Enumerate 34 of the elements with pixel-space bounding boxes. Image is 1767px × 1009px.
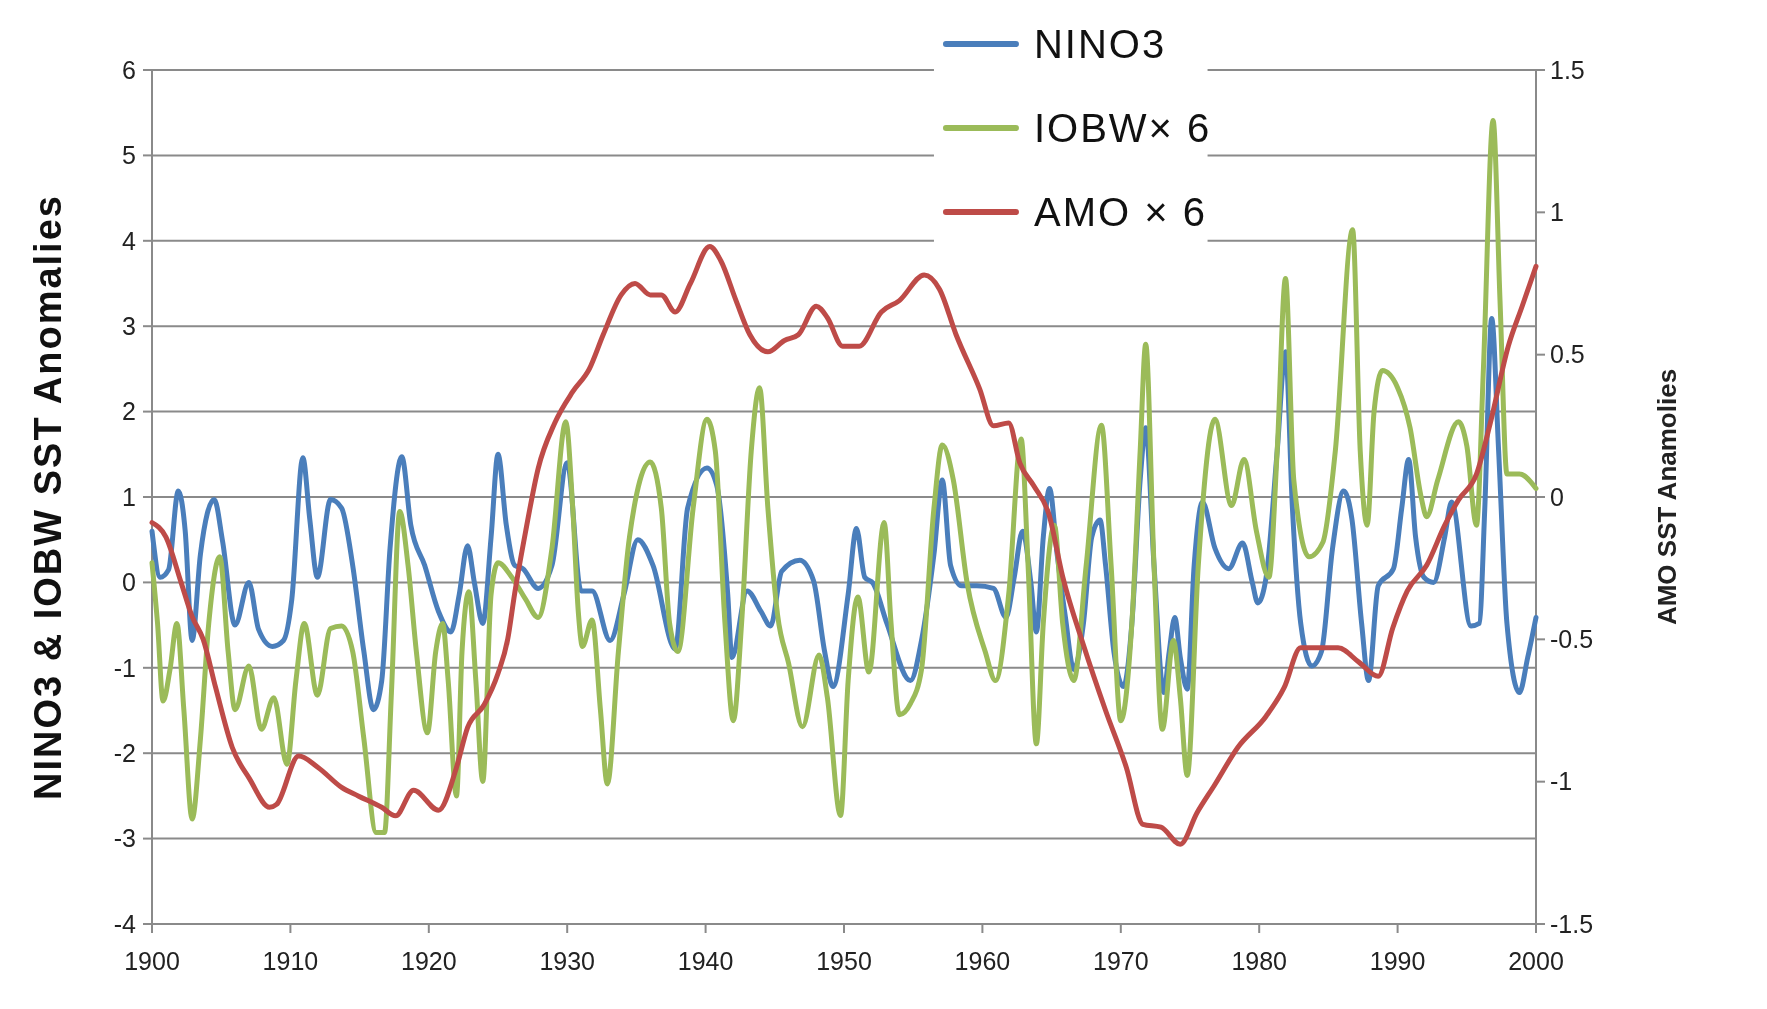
y2-tick-label: -0.5 <box>1550 625 1594 654</box>
y-tick-label: -1 <box>113 653 136 682</box>
y2-tick-label: 0 <box>1550 482 1564 511</box>
x-tick-label: 1920 <box>400 947 457 975</box>
x-tick-label: 1940 <box>677 947 734 975</box>
y2-tick-label: -1.5 <box>1550 909 1594 938</box>
x-tick-label: 1950 <box>816 947 872 975</box>
y2-tick-label: 0.5 <box>1550 340 1585 369</box>
x-tick-label: 1980 <box>1231 947 1288 975</box>
legend-label: NINO3 <box>1033 22 1167 66</box>
x-tick-label: 1990 <box>1369 947 1426 975</box>
y-tick-label: 1 <box>122 482 136 511</box>
legend-label: IOBW× 6 <box>1033 106 1212 150</box>
y-tick-label: 5 <box>122 141 136 170</box>
legend-label: AMO × 6 <box>1033 190 1207 234</box>
y-tick-label: -2 <box>113 738 136 767</box>
x-tick-label: 1930 <box>539 947 596 975</box>
y-tick-label: 3 <box>122 311 136 340</box>
y-tick-label: 0 <box>122 568 136 597</box>
x-tick-label: 1900 <box>124 947 180 975</box>
y2-tick-label: 1.5 <box>1550 55 1585 84</box>
x-tick-label: 2000 <box>1508 947 1564 975</box>
y-tick-label: 4 <box>122 226 137 255</box>
x-tick-label: 1960 <box>954 947 1011 975</box>
y-tick-label: -3 <box>113 824 136 853</box>
y-axis-title: NINO3 & IOBW SST Anomalies <box>27 194 70 800</box>
x-tick-label: 1910 <box>262 947 319 975</box>
y2-tick-label: 1 <box>1550 198 1564 227</box>
y-tick-label: 2 <box>122 397 136 426</box>
y2-axis-title: AMO SST Anamolies <box>1652 368 1683 626</box>
x-tick-label: 1970 <box>1092 947 1149 975</box>
y2-tick-label: -1 <box>1550 767 1573 796</box>
y-tick-label: -4 <box>113 909 137 938</box>
y-tick-label: 6 <box>122 55 136 84</box>
